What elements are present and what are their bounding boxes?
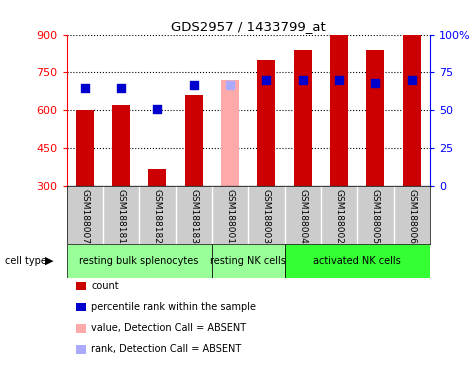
Text: GSM188181: GSM188181 [116, 189, 125, 244]
Point [335, 77, 343, 83]
Text: resting NK cells: resting NK cells [210, 256, 286, 266]
Bar [221, 80, 239, 186]
Text: GSM188002: GSM188002 [334, 189, 343, 244]
Text: cell type: cell type [5, 256, 47, 266]
Point [81, 84, 88, 91]
Point [153, 106, 161, 112]
Bar [212, 244, 285, 278]
Point [299, 77, 306, 83]
Title: GDS2957 / 1433799_at: GDS2957 / 1433799_at [171, 20, 325, 33]
Text: GSM188005: GSM188005 [371, 189, 380, 244]
Bar [366, 50, 384, 186]
Point [263, 77, 270, 83]
Text: GSM188007: GSM188007 [80, 189, 89, 244]
Text: GSM188004: GSM188004 [298, 189, 307, 244]
Bar [112, 105, 130, 186]
Text: percentile rank within the sample: percentile rank within the sample [91, 302, 256, 312]
Point [408, 77, 416, 83]
Point [226, 81, 234, 88]
Text: GSM188182: GSM188182 [153, 189, 162, 244]
Point [371, 80, 379, 86]
Point [117, 84, 125, 91]
Text: rank, Detection Call = ABSENT: rank, Detection Call = ABSENT [91, 344, 241, 354]
Text: resting bulk splenocytes: resting bulk splenocytes [79, 256, 199, 266]
Text: count: count [91, 281, 119, 291]
Text: ▶: ▶ [45, 256, 54, 266]
Bar [285, 244, 430, 278]
Bar [148, 169, 166, 186]
Text: activated NK cells: activated NK cells [314, 256, 401, 266]
Bar [76, 111, 94, 186]
Text: GSM188183: GSM188183 [189, 189, 198, 244]
Bar [330, 35, 348, 186]
Bar [403, 35, 421, 186]
Bar [294, 50, 312, 186]
Text: GSM188006: GSM188006 [407, 189, 416, 244]
Bar [66, 244, 212, 278]
Bar [257, 60, 276, 186]
Point [190, 81, 198, 88]
Text: GSM188001: GSM188001 [226, 189, 235, 244]
Text: GSM188003: GSM188003 [262, 189, 271, 244]
Bar [185, 95, 203, 186]
Text: value, Detection Call = ABSENT: value, Detection Call = ABSENT [91, 323, 247, 333]
